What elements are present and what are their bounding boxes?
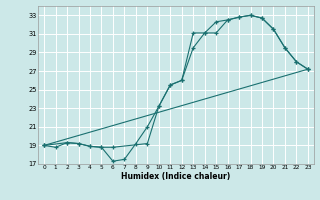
X-axis label: Humidex (Indice chaleur): Humidex (Indice chaleur) <box>121 172 231 181</box>
